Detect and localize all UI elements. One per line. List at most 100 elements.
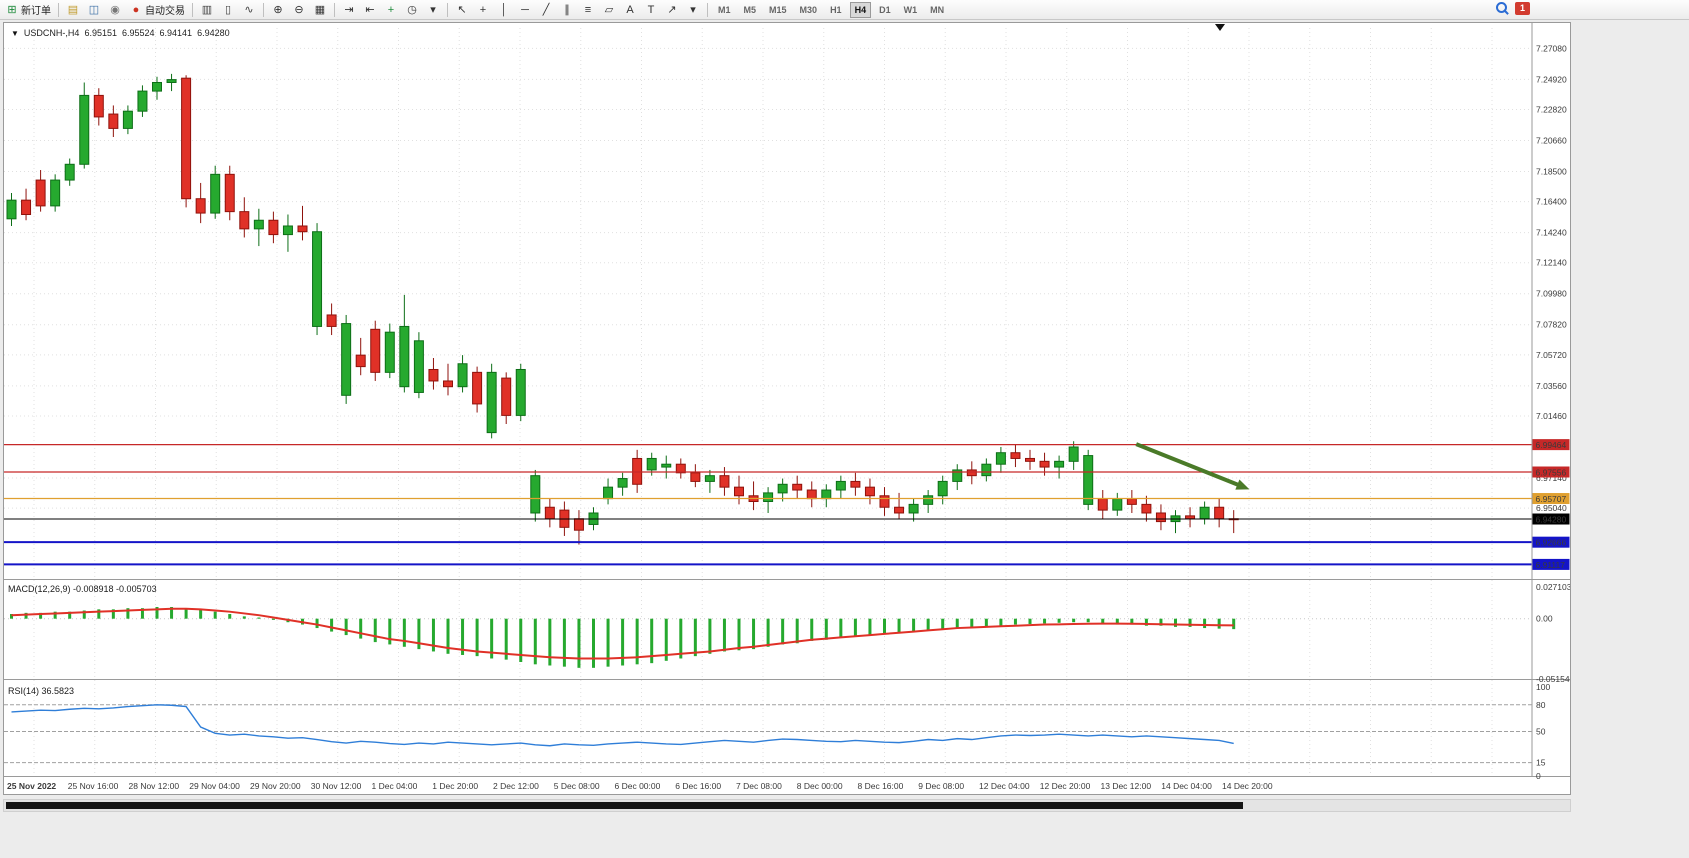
ohlc-low: 6.94141 [159, 28, 193, 38]
svg-text:7 Dec 08:00: 7 Dec 08:00 [736, 781, 782, 791]
toolbar: ⊞ 新订单 ▤ ◫ ◉ ● 自动交易 ▥ ▯ ∿ ⊕ ⊖ ▦ ⇥ ⇤ + ◷ ▾ ↖ + │ ─ ╱ ∥ ≡ ▱ A T ↗ ▾ M1 M5 M… [0, 0, 1689, 20]
channel-button[interactable]: ∥ [557, 0, 577, 19]
svg-text:6.95040: 6.95040 [1536, 503, 1567, 513]
chart-shift-button[interactable]: ⇤ [360, 0, 380, 19]
cursor-button[interactable]: ↖ [452, 0, 472, 19]
toolbar-groups: ⊞ 新订单 ▤ ◫ ◉ ● 自动交易 ▥ ▯ ∿ ⊕ ⊖ ▦ ⇥ ⇤ + ◷ ▾ ↖ + │ ─ ╱ ∥ ≡ ▱ A T ↗ ▾ M1 M5 M… [2, 0, 950, 19]
trendline-button[interactable]: ╱ [536, 0, 556, 19]
svg-text:6.97556: 6.97556 [1536, 468, 1567, 478]
toolbar-separator [334, 2, 335, 17]
line-chart-icon: ∿ [244, 3, 254, 16]
svg-text:7.24920: 7.24920 [1536, 74, 1567, 84]
autotrading-button[interactable]: ● 自动交易 [126, 0, 188, 19]
bar-chart-button[interactable]: ▥ [197, 0, 217, 19]
crosshair-button[interactable]: + [473, 0, 493, 19]
price-badges: 6.99464 6.97556 6.95707 6.94280 6.92666 6.911… [1532, 439, 1570, 570]
svg-text:7.20660: 7.20660 [1536, 135, 1567, 145]
market-depth-button[interactable]: ◫ [84, 0, 104, 19]
svg-text:29 Nov 20:00: 29 Nov 20:00 [250, 781, 301, 791]
shapes-button[interactable]: ▱ [599, 0, 619, 19]
templates-button[interactable]: ▾ [423, 0, 443, 19]
new-order-button[interactable]: ⊞ 新订单 [2, 0, 54, 19]
svg-text:12 Dec 20:00: 12 Dec 20:00 [1040, 781, 1091, 791]
svg-text:7.18500: 7.18500 [1536, 166, 1567, 176]
toolbar-separator [447, 2, 448, 17]
cursor-icon: ↖ [457, 3, 467, 16]
price-badge [1532, 558, 1570, 570]
autotrading-button-label: 自动交易 [145, 6, 185, 17]
periods-button[interactable]: ◷ [402, 0, 422, 19]
timeframe-h1[interactable]: H1 [830, 4, 842, 15]
tile-windows-icon: ▦ [314, 3, 326, 16]
svg-text:28 Nov 12:00: 28 Nov 12:00 [129, 781, 180, 791]
svg-text:14 Dec 20:00: 14 Dec 20:00 [1222, 781, 1273, 791]
text-button[interactable]: A [620, 0, 640, 19]
candlesticks [6, 73, 1239, 545]
zoom-out-icon: ⊖ [294, 3, 304, 16]
tile-windows-button[interactable]: ▦ [310, 0, 330, 19]
svg-text:0.027103: 0.027103 [1536, 582, 1570, 592]
symbol-dropdown-icon[interactable]: ▼ [11, 28, 19, 38]
arrows-button[interactable]: ↗ [662, 0, 682, 19]
chart-shift-marker [1215, 24, 1225, 31]
scrollbar-thumb[interactable] [6, 802, 1243, 809]
price-lines[interactable] [4, 444, 1532, 566]
zoom-in-button[interactable]: ⊕ [268, 0, 288, 19]
horizontal-scrollbar[interactable] [3, 799, 1571, 812]
trendline-icon: ╱ [542, 3, 550, 16]
time-axis: 25 Nov 2022 25 Nov 16:00 28 Nov 12:00 29 No… [7, 781, 1273, 791]
label-button[interactable]: T [641, 0, 661, 19]
svg-text:80: 80 [1536, 700, 1546, 710]
timeframe-m5[interactable]: M5 [743, 4, 757, 15]
text-icon: A [626, 3, 634, 16]
new-order-button-label: 新订单 [21, 6, 51, 17]
line-chart-button[interactable]: ∿ [239, 0, 259, 19]
fibonacci-button[interactable]: ≡ [578, 0, 598, 19]
indicators-icon: + [387, 3, 395, 16]
timeframe-m30[interactable]: M30 [799, 4, 818, 15]
rsi-label: RSI(14) 36.5823 [8, 686, 74, 696]
news-button[interactable]: ◉ [105, 0, 125, 19]
zoom-in-icon: ⊕ [273, 3, 283, 16]
chart-window: 7.27080 7.24920 7.22820 7.20660 7.18500 7.164… [3, 22, 1571, 795]
candlestick-chart-icon: ▯ [224, 3, 232, 16]
macd-pane: 0.027103 0.00 -0.051546 MACD(12,26,9) -0.00… [4, 582, 1570, 684]
fibonacci-icon: ≡ [584, 3, 592, 16]
chart-canvas[interactable]: 7.27080 7.24920 7.22820 7.20660 7.18500 7.164… [4, 23, 1570, 794]
zoom-out-button[interactable]: ⊖ [289, 0, 309, 19]
svg-text:1 Dec 04:00: 1 Dec 04:00 [372, 781, 418, 791]
svg-text:25 Nov 2022: 25 Nov 2022 [7, 781, 56, 791]
notification-badge[interactable]: 1 [1515, 2, 1530, 15]
trend-arrow[interactable] [1135, 442, 1250, 490]
search-icon[interactable] [1496, 2, 1509, 15]
timeframe-mn[interactable]: MN [930, 4, 945, 15]
timeframe-d1[interactable]: D1 [879, 4, 891, 15]
auto-scroll-button[interactable]: ⇥ [339, 0, 359, 19]
horizontal-line-button[interactable]: ─ [515, 0, 535, 19]
svg-text:-0.051546: -0.051546 [1536, 674, 1570, 684]
timeframe-m15[interactable]: M15 [769, 4, 787, 15]
ohlc-high: 6.95524 [121, 28, 155, 38]
auto-scroll-icon: ⇥ [344, 3, 354, 16]
toolbar-separator [58, 2, 59, 17]
price-badge [1532, 493, 1570, 505]
autotrading-icon: ● [132, 3, 140, 16]
timeframe-m1[interactable]: M1 [718, 4, 731, 15]
timeframe-w1[interactable]: W1 [903, 4, 918, 15]
svg-text:5 Dec 08:00: 5 Dec 08:00 [554, 781, 600, 791]
vertical-line-button[interactable]: │ [494, 0, 514, 19]
svg-text:7.14240: 7.14240 [1536, 228, 1567, 238]
svg-text:6.99464: 6.99464 [1536, 440, 1567, 450]
svg-text:6.95707: 6.95707 [1536, 494, 1567, 504]
charts-button[interactable]: ▤ [63, 0, 83, 19]
svg-text:8 Dec 00:00: 8 Dec 00:00 [797, 781, 843, 791]
ohlc-open: 6.95151 [84, 28, 117, 38]
indicators-button[interactable]: + [381, 0, 401, 19]
svg-text:6.91117: 6.91117 [1536, 560, 1566, 570]
price-badge [1532, 439, 1570, 451]
timeframe-h4[interactable]: H4 [849, 1, 872, 18]
svg-text:12 Dec 04:00: 12 Dec 04:00 [979, 781, 1030, 791]
objects-dropdown-button[interactable]: ▾ [683, 0, 703, 19]
candlestick-chart-button[interactable]: ▯ [218, 0, 238, 19]
charts-icon: ▤ [67, 3, 79, 16]
